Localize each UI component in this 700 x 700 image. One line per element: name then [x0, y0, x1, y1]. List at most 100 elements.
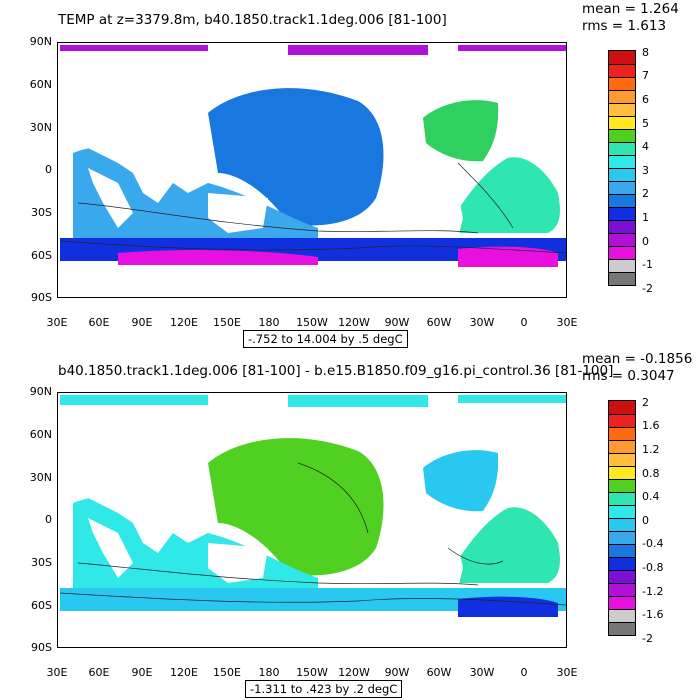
- lon-tick-label: 30E: [46, 316, 68, 329]
- lon-tick-label: 150E: [213, 666, 241, 679]
- lon-tick-label: 60E: [88, 316, 110, 329]
- lon-tick-label: 60W: [426, 316, 452, 329]
- colorbar-swatch: [609, 479, 635, 492]
- lat-tick-label: 0: [45, 513, 52, 526]
- colorbar-tick-label: 3: [642, 164, 649, 177]
- colorbar-swatch: [609, 544, 635, 557]
- colorbar-swatch: [609, 622, 635, 635]
- lat-tick-label: 30N: [29, 471, 52, 484]
- lon-tick-label: 120W: [338, 666, 370, 679]
- colorbar-swatch: [609, 77, 635, 90]
- region-atlantic-north: [423, 450, 499, 512]
- colorbar-swatch: [609, 142, 635, 155]
- rms-stat: rms = 1.613: [582, 18, 667, 34]
- lat-tick-label: 30S: [31, 556, 52, 569]
- contour-range-label: -1.311 to .423 by .2 degC: [245, 680, 403, 698]
- colorbar-swatch: [609, 259, 635, 272]
- colorbar-swatch: [609, 466, 635, 479]
- colorbar-tick-label: -1.2: [642, 585, 664, 598]
- colorbar-swatch: [609, 233, 635, 246]
- colorbar-swatch: [609, 570, 635, 583]
- lon-tick-label: 120E: [170, 666, 198, 679]
- colorbar-swatch: [609, 103, 635, 116]
- colorbar-swatch: [609, 492, 635, 505]
- mean-stat: mean = 1.264: [582, 1, 679, 17]
- colorbar-swatch: [609, 518, 635, 531]
- colorbar-swatch: [609, 401, 635, 414]
- colorbar-swatch: [609, 181, 635, 194]
- colorbar-tick-label: 1: [642, 211, 649, 224]
- colorbar-swatch: [609, 155, 635, 168]
- colorbar-tick-label: 6: [642, 93, 649, 106]
- lon-tick-label: 30E: [556, 666, 578, 679]
- map-panel-1: TEMP at z=3379.8m, b40.1850.track1.1deg.…: [29, 1, 679, 348]
- land-mask: [58, 103, 566, 297]
- lon-tick-label: 180: [258, 316, 280, 329]
- colorbar-tick-label: -2: [642, 282, 653, 295]
- lat-tick-label: 60N: [29, 78, 52, 91]
- region-pacific: [208, 438, 384, 576]
- colorbar-swatch: [609, 596, 635, 609]
- colorbar-swatch: [609, 90, 635, 103]
- colorbar-tick-label: 7: [642, 69, 649, 82]
- map-panel-2: b40.1850.track1.1deg.006 [81-100] - b.e1…: [0, 350, 700, 700]
- colorbar-tick-label: 8: [642, 46, 649, 59]
- colorbar-swatch: [609, 64, 635, 77]
- region-pacific: [208, 88, 384, 226]
- colorbar-tick-label: 0: [642, 235, 649, 248]
- lat-tick-label: 30S: [31, 206, 52, 219]
- colorbar-swatch: [609, 220, 635, 233]
- colorbar-tick-label: 5: [642, 117, 649, 130]
- lat-tick-label: 60S: [31, 599, 52, 612]
- region-south-atlantic: [453, 507, 560, 583]
- lat-tick-label: 60N: [29, 428, 52, 441]
- lon-tick-label: 90W: [384, 316, 410, 329]
- lon-tick-label: 0: [520, 666, 528, 679]
- colorbar-swatch: [609, 453, 635, 466]
- colorbar-swatch: [609, 207, 635, 220]
- mean-stat: mean = -0.1856: [582, 351, 693, 367]
- map-plot-area: [57, 42, 567, 298]
- colorbar-swatch: [609, 427, 635, 440]
- lat-tick-label: 90S: [31, 641, 52, 654]
- colorbar-tick-label: 1.2: [642, 443, 660, 456]
- region-arctic-strip: [60, 45, 566, 55]
- colorbar-swatch: [609, 583, 635, 596]
- colorbar-tick-label: 0: [642, 514, 649, 527]
- colorbar-tick-label: 0.4: [642, 490, 660, 503]
- colorbar-swatch: [609, 194, 635, 207]
- lon-tick-label: 90E: [131, 316, 153, 329]
- colorbar-tick-label: -1: [642, 258, 653, 271]
- lat-tick-label: 90S: [31, 291, 52, 304]
- lon-tick-label: 30E: [556, 316, 578, 329]
- lon-tick-label: 30W: [469, 316, 495, 329]
- colorbar-swatch: [609, 440, 635, 453]
- lon-tick-label: 30W: [469, 666, 495, 679]
- colorbar-tick-label: -1.6: [642, 608, 664, 621]
- lat-tick-label: 30N: [29, 121, 52, 134]
- plot-title: TEMP at z=3379.8m, b40.1850.track1.1deg.…: [58, 12, 447, 28]
- lat-tick-label: 0: [45, 163, 52, 176]
- colorbar-swatch: [609, 116, 635, 129]
- lon-tick-label: 120E: [170, 316, 198, 329]
- colorbar-swatch: [609, 505, 635, 518]
- colorbar-tick-label: 2: [642, 396, 649, 409]
- contour-range-label: -.752 to 14.004 by .5 degC: [243, 330, 408, 348]
- lat-tick-label: 60S: [31, 249, 52, 262]
- contour-lines: [59, 162, 566, 254]
- region-atlantic-north: [423, 100, 499, 162]
- colorbar-swatch: [609, 609, 635, 622]
- plot-title: b40.1850.track1.1deg.006 [81-100] - b.e1…: [58, 363, 614, 379]
- lon-tick-label: 150W: [296, 316, 328, 329]
- colorbar-tick-label: 4: [642, 140, 649, 153]
- colorbar-swatch: [609, 272, 635, 285]
- rms-stat: rms = 0.3047: [582, 368, 675, 384]
- colorbar: [608, 50, 636, 286]
- lon-tick-label: 150E: [213, 316, 241, 329]
- map-plot-area: [57, 392, 567, 648]
- lon-tick-label: 150W: [296, 666, 328, 679]
- lon-tick-label: 120W: [338, 316, 370, 329]
- lat-tick-label: 90N: [29, 35, 52, 48]
- colorbar: [608, 400, 636, 636]
- lon-tick-label: 180: [258, 666, 280, 679]
